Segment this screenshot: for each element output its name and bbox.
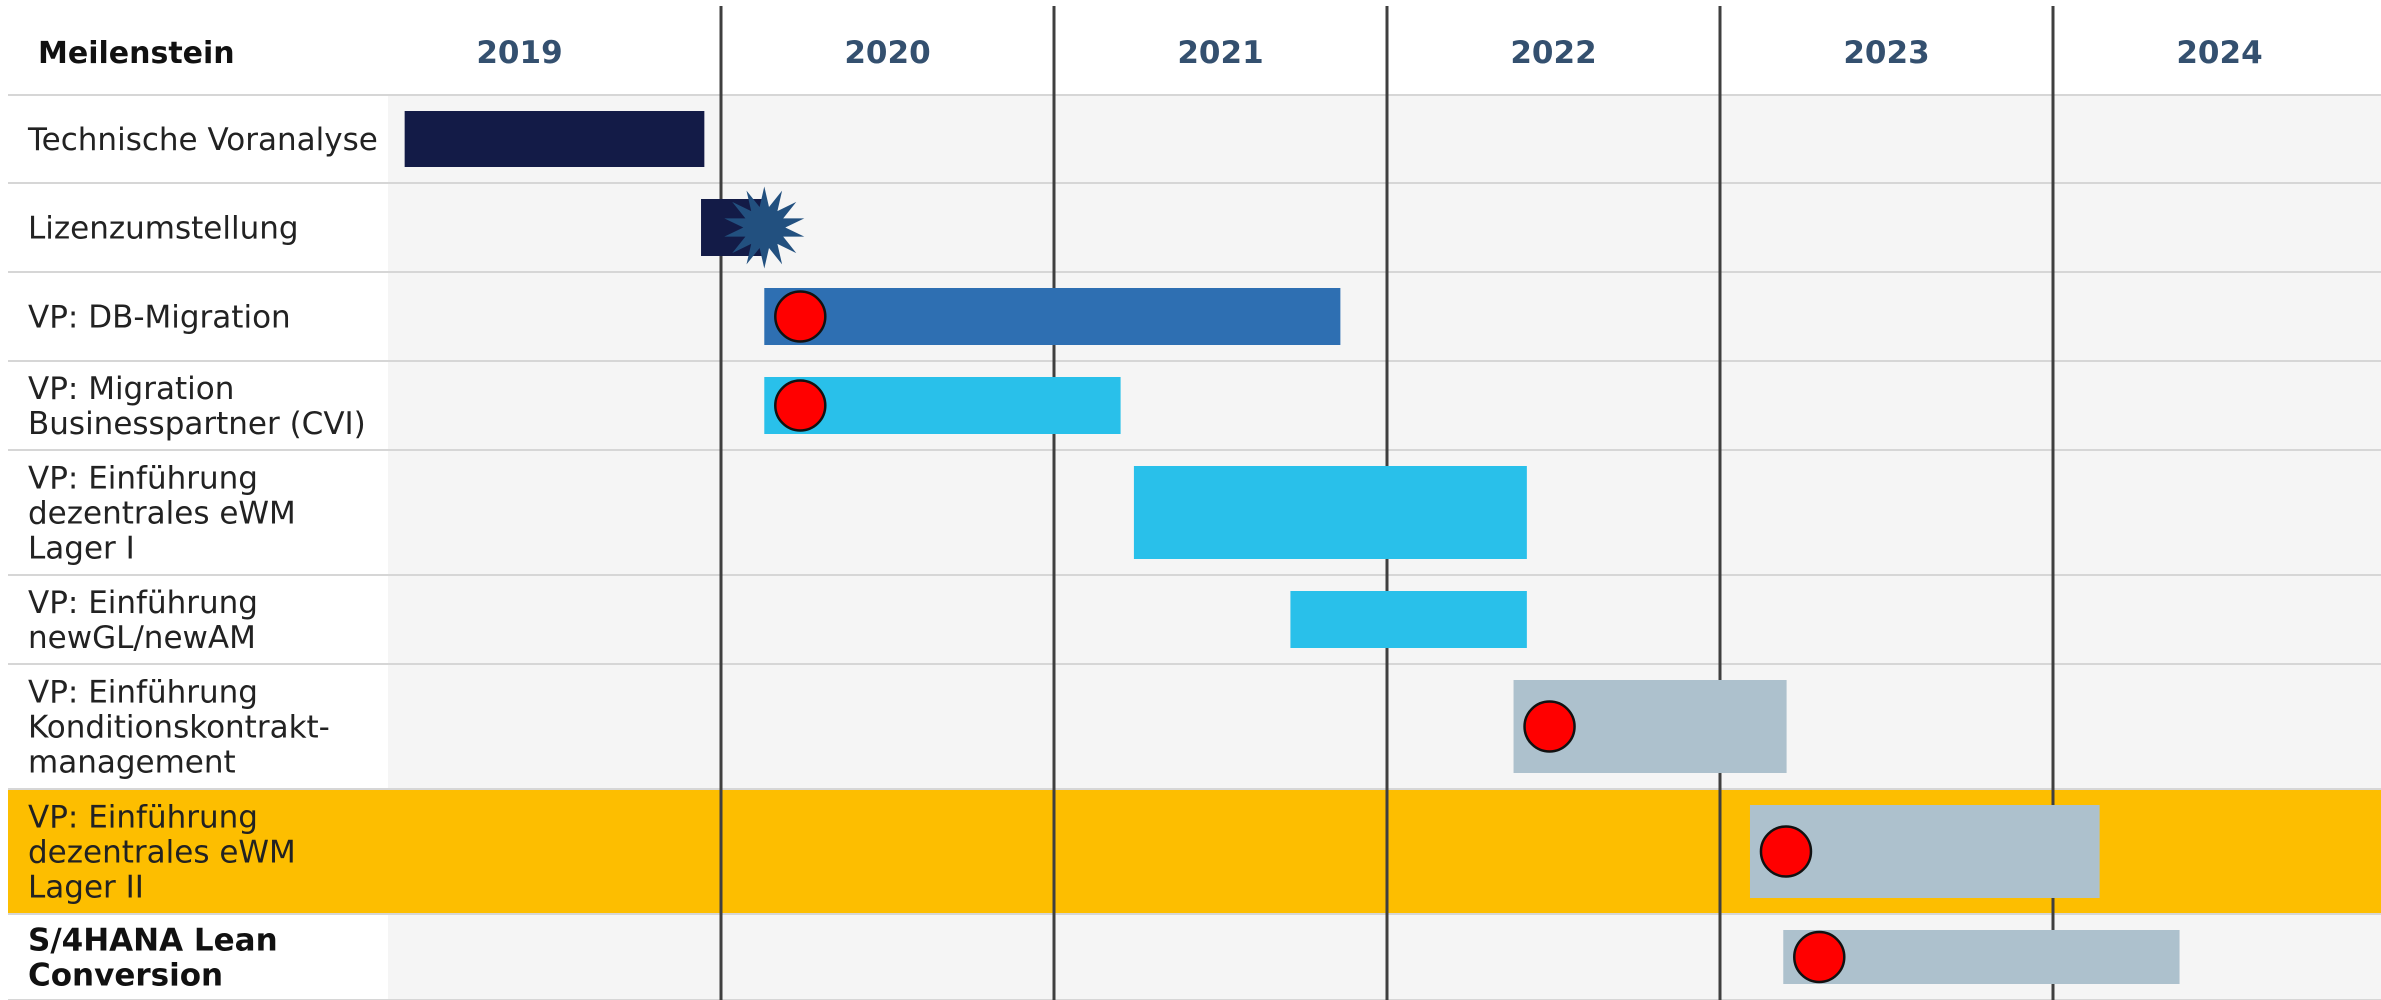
header-separator xyxy=(8,94,2381,96)
row-timeline-cell xyxy=(388,361,2381,450)
row-label: VP: Einführung dezentrales eWM Lager II xyxy=(28,800,296,906)
row-label: VP: Einführung newGL/newAM xyxy=(28,585,258,656)
milestone-dot xyxy=(774,290,827,343)
row-label: VP: Einführung dezentrales eWM Lager I xyxy=(28,461,296,567)
row-separator xyxy=(8,574,2381,576)
row-label: VP: DB-Migration xyxy=(28,300,291,336)
row-label-cell xyxy=(8,450,388,575)
year-gridline xyxy=(1718,6,1722,1000)
row-label: VP: Migration Businesspartner (CVI) xyxy=(28,371,366,442)
row-separator xyxy=(8,271,2381,273)
row-separator xyxy=(8,913,2381,915)
row-separator xyxy=(8,663,2381,665)
year-gridline xyxy=(1052,6,1056,1000)
year-gridline xyxy=(719,6,723,1000)
row-label-cell xyxy=(8,914,388,1000)
milestone-dot xyxy=(774,379,827,432)
milestone-star-icon xyxy=(724,186,805,269)
header-label: Meilenstein xyxy=(38,36,235,71)
year-label-2021: 2021 xyxy=(1177,35,1263,71)
header-row xyxy=(0,0,2381,95)
row-timeline-cell xyxy=(388,183,2381,272)
year-gridline xyxy=(2051,6,2055,1000)
row-timeline-cell xyxy=(388,664,2381,789)
gantt-bar xyxy=(1783,930,2180,984)
row-label: VP: Einführung Konditionskontrakt-managem… xyxy=(28,675,330,781)
row-label: Technische Voranalyse xyxy=(27,122,378,158)
row-separator xyxy=(8,449,2381,451)
row-label-cell xyxy=(8,361,388,450)
row-label-cell xyxy=(8,272,388,361)
row-timeline-cell xyxy=(388,272,2381,361)
milestone-dot xyxy=(1793,930,1846,984)
row-separator xyxy=(8,788,2381,790)
year-label-2020: 2020 xyxy=(844,35,930,71)
row-label: S/4HANA Lean Conversion xyxy=(28,923,278,994)
gantt-bar xyxy=(764,288,1341,345)
gantt-bar xyxy=(404,111,705,167)
row-label-cell xyxy=(8,183,388,272)
year-label-2024: 2024 xyxy=(2176,35,2262,71)
row-label-cell xyxy=(8,664,388,789)
gantt-bar xyxy=(1290,591,1527,648)
row-separator xyxy=(8,182,2381,184)
milestone-dot xyxy=(1523,700,1576,753)
row-label-cell xyxy=(8,575,388,664)
gantt-bar xyxy=(1133,466,1527,559)
milestone-dot xyxy=(1759,825,1813,878)
year-label-2023: 2023 xyxy=(1843,35,1929,71)
row-label-cell xyxy=(8,95,388,183)
row-label: Lizenzumstellung xyxy=(28,211,299,247)
row-separator xyxy=(8,360,2381,362)
year-label-2022: 2022 xyxy=(1510,35,1596,71)
year-label-2019: 2019 xyxy=(476,35,562,71)
